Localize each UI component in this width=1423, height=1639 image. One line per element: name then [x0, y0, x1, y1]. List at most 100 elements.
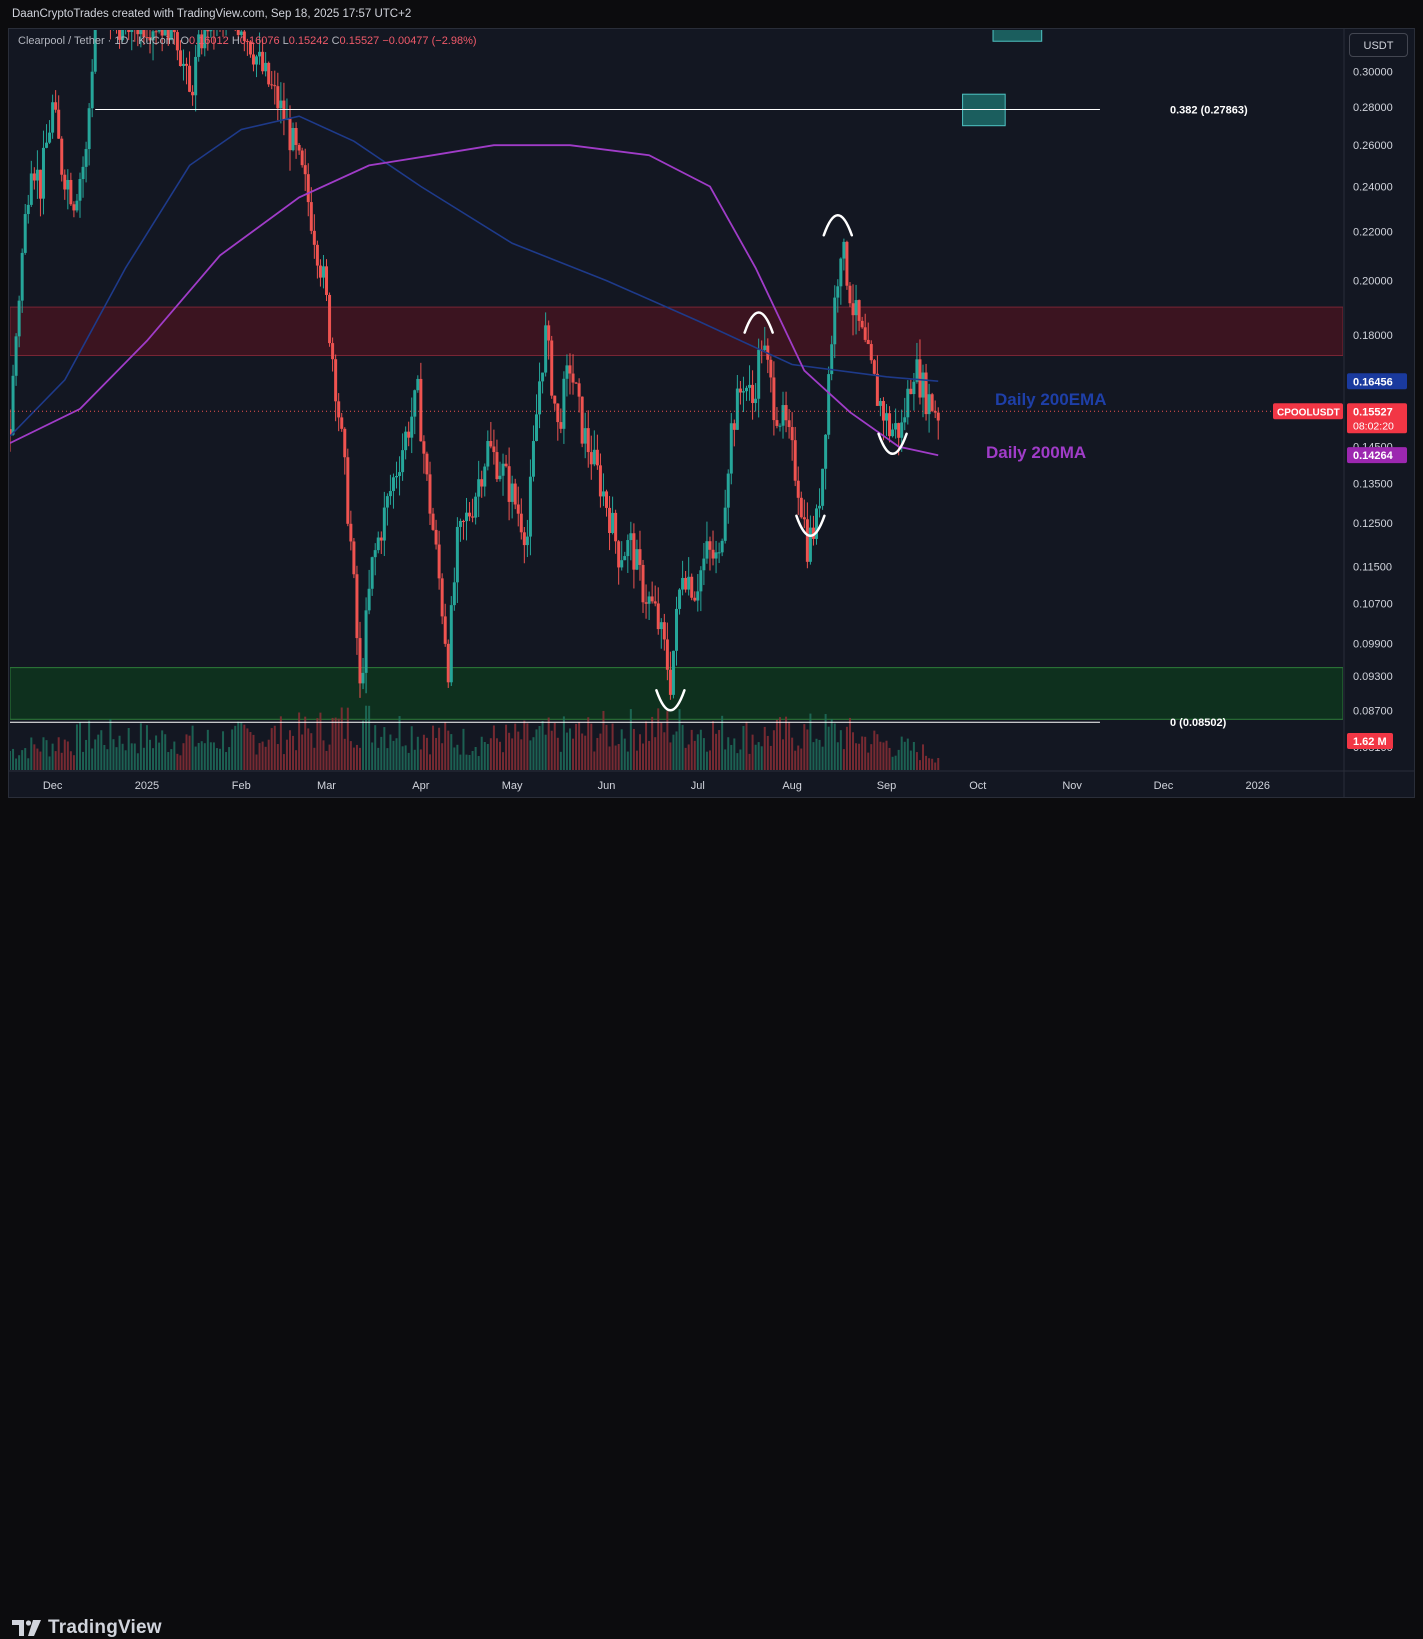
candle-body [346, 457, 350, 524]
time-tick-label: Apr [412, 780, 429, 792]
volume-bar [535, 729, 538, 770]
volume-bar [36, 748, 39, 770]
volume-bar [864, 736, 867, 770]
candle-body [222, 15, 225, 20]
volume-bar [565, 732, 568, 770]
candle-body [824, 434, 828, 469]
volume-badge-text: 1.62 M [1353, 736, 1387, 748]
volume-bar [24, 748, 27, 770]
legend-low-label: L [282, 35, 289, 47]
currency-button[interactable]: USDT [1349, 33, 1408, 57]
annotation-arc [655, 689, 686, 712]
volume-bar [85, 739, 88, 770]
volume-bar [803, 724, 806, 770]
candle-body [321, 266, 325, 278]
volume-bar [194, 746, 197, 770]
candle-body [279, 100, 283, 109]
candle-body [90, 71, 94, 109]
annotation-arc [795, 514, 826, 537]
volume-bar [505, 724, 508, 770]
candle-body [519, 513, 523, 533]
volume-bar [188, 735, 191, 770]
volume-bar [371, 742, 374, 770]
volume-bar [836, 742, 839, 770]
candle-body [157, 30, 161, 32]
candle-body [821, 468, 825, 506]
symbol-legend: Clearpool / Tether · 1D · KuCoin O0.1601… [18, 35, 477, 47]
candle-body [477, 479, 481, 497]
volume-bar [602, 710, 605, 770]
candle-body [525, 536, 529, 546]
tradingview-logo-icon [12, 1620, 41, 1636]
candle-body [814, 508, 818, 539]
volume-bar [27, 758, 30, 770]
volume-bar [532, 737, 535, 770]
price-chart[interactable]: 0.382 (0.27863) 0 (0.08502) Daily 200EMA Da… [0, 0, 1423, 800]
candle-body [489, 441, 493, 447]
candle-body [653, 601, 657, 604]
volume-bar [645, 721, 648, 770]
volume-bar [298, 712, 301, 770]
volume-bar [112, 739, 115, 770]
candle-body [629, 533, 633, 541]
volume-bar [791, 737, 794, 770]
candle-body [276, 86, 280, 109]
volume-bar [206, 729, 209, 770]
candle-body [234, 12, 237, 23]
volume-bar [620, 729, 623, 770]
candle-body [909, 388, 913, 395]
volume-bar [197, 742, 200, 770]
volume-bar [611, 723, 614, 770]
price-tick-label: 0.12500 [1353, 518, 1393, 530]
candle-body [720, 540, 724, 553]
candle-body [352, 541, 356, 575]
volume-bar [666, 711, 669, 770]
candle-body [103, 12, 106, 14]
candle-body [818, 505, 822, 509]
volume-bar [106, 749, 109, 770]
candle-body [577, 383, 581, 397]
volume-bar [380, 736, 383, 770]
candle-body [531, 441, 535, 477]
candle-body [337, 401, 341, 418]
candle-body [708, 541, 712, 550]
candle-body [121, 30, 125, 40]
volume-bar [349, 741, 352, 770]
candle-body [437, 544, 441, 579]
volume-bar [139, 723, 142, 770]
candle-body [248, 41, 252, 55]
fib-target-upper-box [992, 30, 1043, 42]
candle-body [632, 533, 636, 570]
volume-bar [91, 748, 94, 770]
candle-body [601, 491, 605, 497]
volume-bar [167, 752, 170, 770]
volume-bar [873, 730, 876, 770]
candle-body [900, 422, 904, 438]
volume-bar [556, 737, 559, 770]
volume-bar [629, 709, 632, 770]
volume-bar [605, 724, 608, 770]
candle-body [407, 431, 411, 438]
volume-bar [240, 722, 243, 770]
volume-bar [273, 725, 276, 770]
candle-body [434, 529, 438, 545]
candle-body [26, 204, 30, 215]
volume-bar [39, 751, 42, 770]
volume-bar [568, 728, 571, 770]
candle-body [741, 391, 745, 393]
candle-body [595, 449, 599, 466]
candle-body [808, 527, 812, 562]
candle-body [903, 417, 907, 423]
tradingview-logo[interactable]: TradingView [12, 1617, 162, 1639]
candle-body [863, 327, 867, 340]
time-tick-label: Dec [1154, 780, 1174, 792]
volume-bar [508, 732, 511, 770]
candle-body [912, 381, 916, 395]
volume-bar [243, 724, 246, 770]
candle-body [869, 344, 873, 361]
volume-bar [145, 725, 148, 770]
candle-body [66, 179, 70, 190]
volume-bar [928, 758, 931, 770]
volume-bar [800, 748, 803, 770]
volume-bar [614, 745, 617, 770]
